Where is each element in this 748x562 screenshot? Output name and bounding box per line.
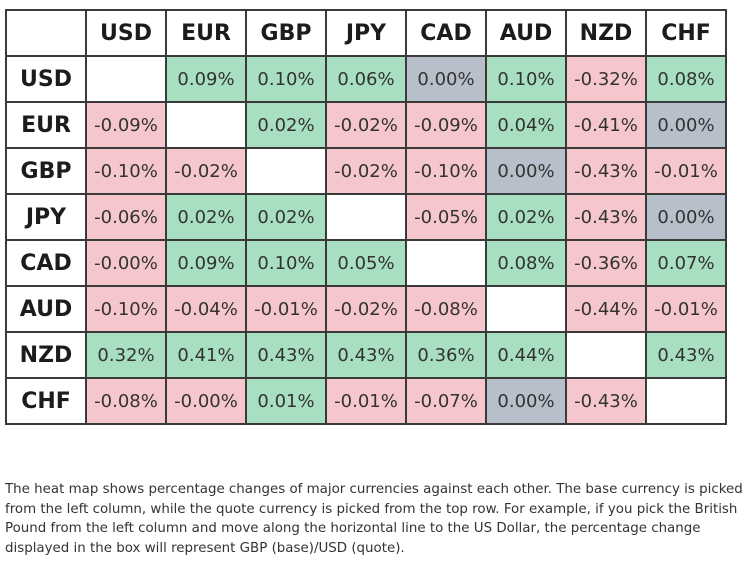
heatmap-cell-cad-nzd: -0.36% [565, 239, 647, 287]
heatmap-cell-cad-eur: 0.09% [165, 239, 247, 287]
heatmap-cell-usd-usd [85, 55, 167, 103]
row-header-cad: CAD [5, 239, 87, 287]
heatmap-row-aud: AUD -0.10% -0.04% -0.01% -0.02% -0.08% -0.44% -… [5, 285, 727, 333]
column-header-nzd: NZD [565, 9, 647, 57]
heatmap-cell-usd-jpy: 0.06% [325, 55, 407, 103]
column-header-chf: CHF [645, 9, 727, 57]
row-header-nzd: NZD [5, 331, 87, 379]
heatmap-cell-usd-cad: 0.00% [405, 55, 487, 103]
heatmap-cell-jpy-nzd: -0.43% [565, 193, 647, 241]
heatmap-caption: The heat map shows percentage changes of… [5, 482, 743, 556]
heatmap-row-jpy: JPY -0.06% 0.02% 0.02% -0.05% 0.02% -0.43% 0.00… [5, 193, 727, 241]
heatmap-cell-usd-chf: 0.08% [645, 55, 727, 103]
heatmap-cell-jpy-jpy [325, 193, 407, 241]
heatmap-row-chf: CHF -0.08% -0.00% 0.01% -0.01% -0.07% 0.00% -0.… [5, 377, 727, 425]
heatmap-cell-cad-aud: 0.08% [485, 239, 567, 287]
heatmap-cell-chf-usd: -0.08% [85, 377, 167, 425]
heatmap-row-nzd: NZD 0.32% 0.41% 0.43% 0.43% 0.36% 0.44% 0.43% [5, 331, 727, 379]
heatmap-cell-eur-jpy: -0.02% [325, 101, 407, 149]
heatmap-cell-gbp-usd: -0.10% [85, 147, 167, 195]
row-header-usd: USD [5, 55, 87, 103]
heatmap-cell-cad-usd: -0.00% [85, 239, 167, 287]
heatmap-cell-aud-aud [485, 285, 567, 333]
heatmap-cell-usd-nzd: -0.32% [565, 55, 647, 103]
heatmap-row-cad: CAD -0.00% 0.09% 0.10% 0.05% 0.08% -0.36% 0.07% [5, 239, 727, 287]
heatmap-row-gbp: GBP -0.10% -0.02% -0.02% -0.10% 0.00% -0.43% -0… [5, 147, 727, 195]
row-header-aud: AUD [5, 285, 87, 333]
heatmap-cell-eur-usd: -0.09% [85, 101, 167, 149]
column-header-gbp: GBP [245, 9, 327, 57]
currency-heatmap: USD EUR GBP JPY CAD AUD NZD CHF USD 0.09% 0.10% 0.… [5, 9, 727, 425]
heatmap-cell-eur-eur [165, 101, 247, 149]
row-header-gbp: GBP [5, 147, 87, 195]
heatmap-cell-chf-aud: 0.00% [485, 377, 567, 425]
heatmap-row-usd: USD 0.09% 0.10% 0.06% 0.00% 0.10% -0.32% 0.08% [5, 55, 727, 103]
heatmap-cell-cad-jpy: 0.05% [325, 239, 407, 287]
heatmap-cell-jpy-chf: 0.00% [645, 193, 727, 241]
heatmap-body: USD 0.09% 0.10% 0.06% 0.00% 0.10% -0.32% 0.08% E… [5, 55, 727, 425]
heatmap-cell-aud-gbp: -0.01% [245, 285, 327, 333]
heatmap-cell-nzd-eur: 0.41% [165, 331, 247, 379]
heatmap-cell-aud-cad: -0.08% [405, 285, 487, 333]
heatmap-cell-jpy-cad: -0.05% [405, 193, 487, 241]
heatmap-cell-nzd-usd: 0.32% [85, 331, 167, 379]
quote-currency-header-row: USD EUR GBP JPY CAD AUD NZD CHF [5, 9, 727, 57]
column-header-usd: USD [85, 9, 167, 57]
heatmap-cell-cad-chf: 0.07% [645, 239, 727, 287]
heatmap-cell-nzd-nzd [565, 331, 647, 379]
heatmap-cell-nzd-cad: 0.36% [405, 331, 487, 379]
heatmap-cell-eur-cad: -0.09% [405, 101, 487, 149]
heatmap-cell-aud-nzd: -0.44% [565, 285, 647, 333]
heatmap-cell-usd-gbp: 0.10% [245, 55, 327, 103]
row-header-eur: EUR [5, 101, 87, 149]
heatmap-cell-cad-cad [405, 239, 487, 287]
heatmap-cell-eur-chf: 0.00% [645, 101, 727, 149]
heatmap-cell-eur-aud: 0.04% [485, 101, 567, 149]
heatmap-cell-gbp-chf: -0.01% [645, 147, 727, 195]
heatmap-cell-gbp-eur: -0.02% [165, 147, 247, 195]
column-header-cad: CAD [405, 9, 487, 57]
heatmap-cell-jpy-aud: 0.02% [485, 193, 567, 241]
heatmap-cell-chf-chf [645, 377, 727, 425]
row-header-jpy: JPY [5, 193, 87, 241]
heatmap-cell-gbp-aud: 0.00% [485, 147, 567, 195]
heatmap-cell-eur-nzd: -0.41% [565, 101, 647, 149]
heatmap-cell-jpy-gbp: 0.02% [245, 193, 327, 241]
heatmap-cell-nzd-aud: 0.44% [485, 331, 567, 379]
heatmap-cell-gbp-cad: -0.10% [405, 147, 487, 195]
heatmap-cell-jpy-usd: -0.06% [85, 193, 167, 241]
heatmap-cell-chf-eur: -0.00% [165, 377, 247, 425]
heatmap-cell-chf-cad: -0.07% [405, 377, 487, 425]
heatmap-cell-jpy-eur: 0.02% [165, 193, 247, 241]
heatmap-cell-gbp-nzd: -0.43% [565, 147, 647, 195]
heatmap-cell-usd-eur: 0.09% [165, 55, 247, 103]
heatmap-cell-aud-jpy: -0.02% [325, 285, 407, 333]
column-header-aud: AUD [485, 9, 567, 57]
heatmap-cell-chf-jpy: -0.01% [325, 377, 407, 425]
heatmap-cell-gbp-gbp [245, 147, 327, 195]
heatmap-cell-nzd-chf: 0.43% [645, 331, 727, 379]
heatmap-cell-gbp-jpy: -0.02% [325, 147, 407, 195]
heatmap-row-eur: EUR -0.09% 0.02% -0.02% -0.09% 0.04% -0.41% 0.0… [5, 101, 727, 149]
column-header-eur: EUR [165, 9, 247, 57]
heatmap-cell-aud-usd: -0.10% [85, 285, 167, 333]
corner-cell [5, 9, 87, 57]
heatmap-cell-nzd-gbp: 0.43% [245, 331, 327, 379]
heatmap-cell-nzd-jpy: 0.43% [325, 331, 407, 379]
heatmap-cell-aud-chf: -0.01% [645, 285, 727, 333]
heatmap-cell-eur-gbp: 0.02% [245, 101, 327, 149]
heatmap-cell-aud-eur: -0.04% [165, 285, 247, 333]
heatmap-cell-chf-gbp: 0.01% [245, 377, 327, 425]
heatmap-cell-usd-aud: 0.10% [485, 55, 567, 103]
column-header-jpy: JPY [325, 9, 407, 57]
row-header-chf: CHF [5, 377, 87, 425]
heatmap-cell-chf-nzd: -0.43% [565, 377, 647, 425]
heatmap-cell-cad-gbp: 0.10% [245, 239, 327, 287]
